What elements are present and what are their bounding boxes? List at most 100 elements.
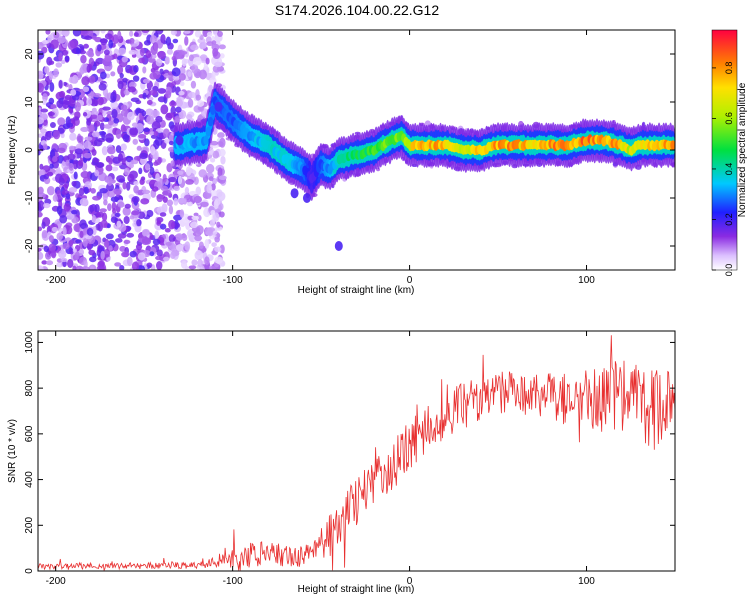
noise-blob [83, 152, 92, 159]
noise-blob [168, 205, 174, 215]
noise-blob [102, 194, 108, 202]
noise-blob [123, 239, 131, 245]
noise-blob [99, 208, 107, 213]
noise-blob [89, 256, 97, 263]
noise-blob [99, 187, 108, 194]
noise-blob [164, 138, 170, 144]
noise-blob [187, 98, 194, 108]
noise-blob [167, 42, 174, 50]
noise-blob [143, 127, 151, 132]
noise-blob [128, 162, 135, 169]
noise-blob [38, 186, 44, 195]
snr-xtick-label: -100 [223, 576, 243, 587]
noise-blob [165, 90, 172, 99]
noise-blob [61, 30, 70, 37]
noise-blob [213, 212, 220, 222]
noise-blob [155, 255, 163, 261]
noise-blob [204, 256, 210, 266]
noise-blob [110, 101, 119, 109]
noise-blob [164, 228, 171, 233]
noise-blob [218, 148, 226, 157]
noise-blob [127, 86, 137, 93]
noise-blob [146, 115, 155, 125]
noise-blob [66, 212, 75, 220]
noise-blob [210, 157, 216, 163]
noise-blob [149, 166, 155, 176]
noise-blob [117, 64, 124, 75]
ridge-blob [334, 241, 343, 251]
noise-blob [74, 148, 83, 155]
noise-blob [113, 53, 118, 60]
noise-blob [117, 233, 127, 239]
noise-blob [209, 219, 216, 228]
noise-blob [195, 186, 202, 196]
noise-blob [208, 176, 214, 182]
noise-blob [175, 233, 184, 241]
noise-blob [81, 76, 90, 86]
noise-blob [123, 215, 130, 225]
noise-blob [38, 247, 42, 252]
noise-blob [120, 143, 127, 151]
noise-blob [58, 250, 67, 259]
noise-blob [77, 88, 86, 99]
noise-blob [68, 107, 73, 113]
noise-blob [77, 159, 84, 167]
noise-blob [82, 112, 88, 117]
noise-blob [117, 30, 122, 40]
noise-blob [155, 115, 163, 123]
noise-blob [187, 201, 193, 207]
noise-blob [150, 146, 156, 156]
noise-blob [173, 214, 183, 221]
snr-series-line [38, 335, 675, 571]
noise-blob [177, 197, 187, 204]
noise-blob [192, 56, 202, 66]
noise-blob [80, 266, 90, 270]
noise-blob [59, 214, 68, 224]
snr-ytick-label: 600 [24, 425, 35, 442]
noise-blob [48, 235, 54, 243]
noise-blob [142, 66, 147, 74]
noise-blob [74, 251, 80, 261]
noise-blob [46, 42, 52, 49]
noise-blob [83, 186, 89, 195]
ridge-band-3 [207, 116, 214, 127]
noise-blob [129, 37, 135, 45]
noise-blob [219, 137, 226, 148]
noise-blob [168, 176, 177, 183]
noise-blob [179, 209, 185, 218]
noise-blob [159, 212, 167, 217]
noise-blob [53, 68, 59, 78]
noise-blob [103, 248, 111, 258]
noise-blob [65, 193, 71, 200]
noise-blob [112, 34, 119, 45]
noise-blob [156, 206, 166, 215]
noise-blob [145, 49, 152, 59]
noise-blob [216, 221, 221, 228]
noise-blob [51, 249, 57, 259]
noise-blob [152, 238, 161, 246]
noise-blob [41, 260, 48, 265]
noise-blob [185, 178, 195, 185]
noise-blob [127, 173, 135, 182]
spectrogram-xtick-label: -200 [46, 275, 66, 286]
noise-blob [121, 56, 128, 63]
noise-blob [168, 219, 176, 230]
noise-blob [163, 189, 172, 196]
spectrogram-data [38, 30, 675, 270]
noise-blob [214, 256, 224, 264]
noise-blob [214, 61, 222, 68]
noise-blob [114, 212, 121, 217]
noise-blob [42, 99, 47, 105]
noise-blob [178, 73, 186, 81]
noise-blob [160, 33, 166, 44]
noise-blob [133, 32, 139, 37]
noise-blob [72, 248, 77, 253]
noise-blob [154, 137, 163, 146]
noise-blob [56, 99, 64, 109]
noise-blob [152, 70, 161, 80]
noise-blob [75, 239, 82, 244]
noise-blob [69, 248, 74, 255]
noise-blob [129, 127, 139, 136]
